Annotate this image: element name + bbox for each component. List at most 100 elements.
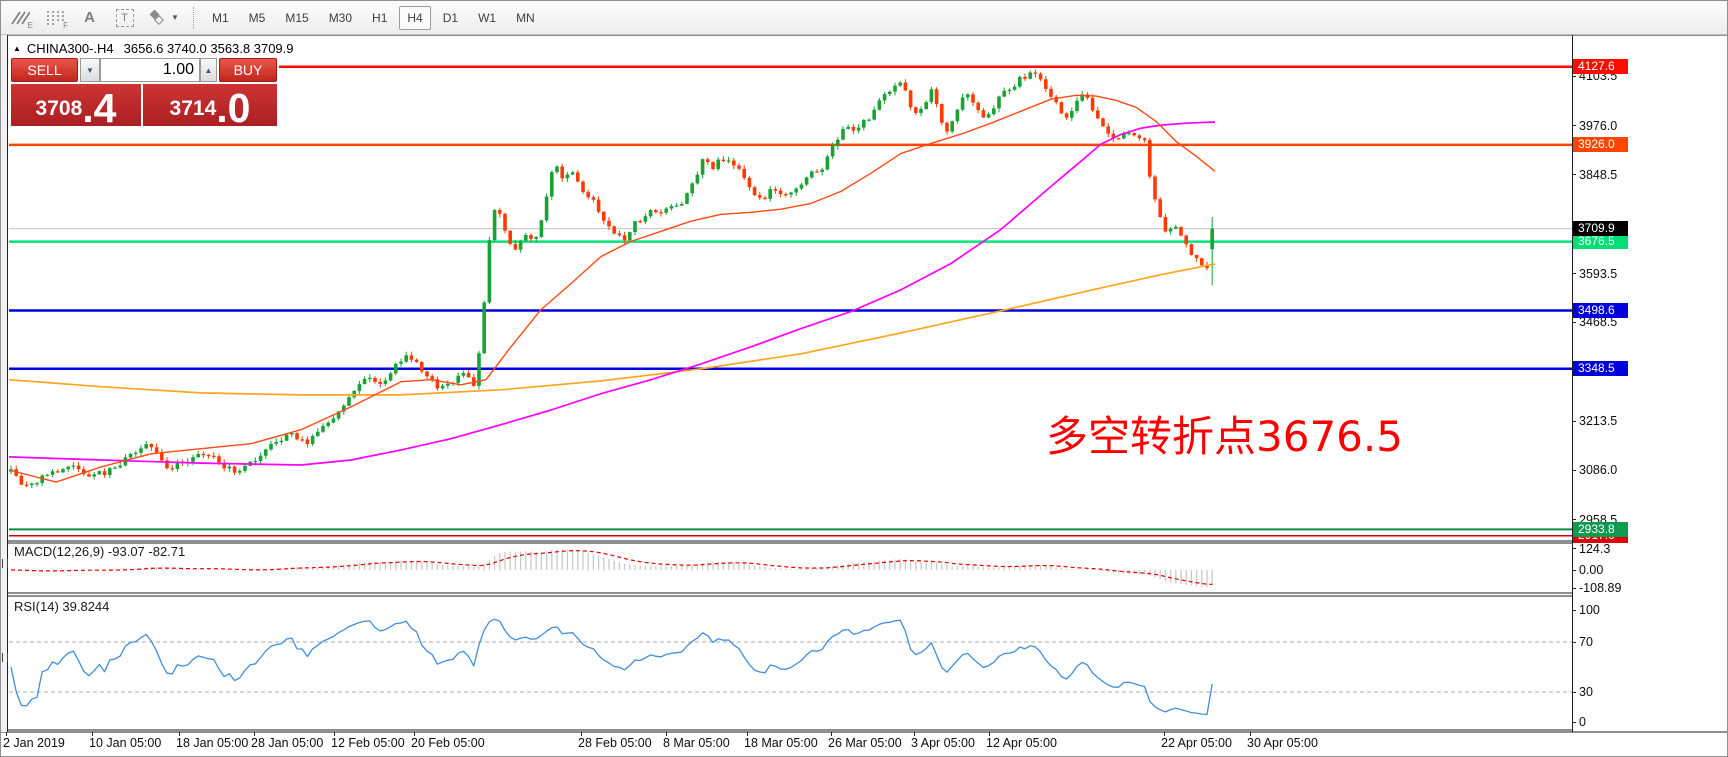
tool-sub-label: E (27, 20, 33, 30)
timeframe-button-w1[interactable]: W1 (478, 10, 497, 25)
time-axis-tick (334, 732, 335, 736)
time-axis-label: 18 Mar 05:00 (744, 736, 818, 750)
time-axis-label: 12 Feb 05:00 (331, 736, 405, 750)
ohlc-values: 3656.6 3740.0 3563.8 3709.9 (123, 41, 294, 56)
rsi-axis-tick (1572, 609, 1576, 611)
price-level-badge: 3926.0 (1573, 137, 1628, 153)
left-window-border (1, 35, 8, 732)
sell-price-fraction: .4 (82, 85, 117, 132)
macd-axis-label: -108.89 (1579, 581, 1622, 596)
timeframe-button-h4[interactable]: H4 (399, 5, 431, 30)
macd-axis-label: 124.3 (1579, 541, 1611, 556)
rsi-axis-label: 30 (1579, 685, 1593, 699)
tool-sub-label: F (63, 20, 68, 30)
timeframe-button-m15[interactable]: M15 (285, 10, 309, 25)
time-axis-tick (581, 732, 582, 736)
rsi-axis-tick (1572, 691, 1576, 693)
rsi-axis-label: 100 (1579, 603, 1600, 617)
rsi-axis-tick (1572, 641, 1576, 643)
triangle-marker-icon: ▲ (13, 44, 21, 53)
time-axis-label: 22 Apr 05:00 (1161, 736, 1232, 750)
macd-axis-tick (1572, 548, 1576, 550)
time-axis-tick (831, 732, 832, 736)
price-axis-tick (1572, 469, 1576, 471)
fibonacci-grid-icon[interactable]: F (38, 5, 71, 31)
time-axis-tick (747, 732, 748, 736)
price-axis-tick (1572, 519, 1576, 521)
buy-price-main: 3714 (169, 97, 217, 120)
ma-fast-line (8, 94, 1216, 483)
price-axis-tick (1572, 174, 1576, 176)
time-axis-tick (1164, 732, 1165, 736)
time-axis-tick (179, 732, 180, 736)
candlesticks (9, 69, 1214, 489)
macd-label: MACD(12,26,9) -93.07 -82.71 (14, 544, 186, 559)
time-axis-label: 28 Jan 05:00 (251, 736, 324, 750)
price-level-badge: 4127.6 (1573, 59, 1628, 75)
volume-decrement-button[interactable]: ▼ (80, 58, 100, 82)
ma-mid-line (8, 121, 1216, 466)
time-axis-label: 12 Apr 05:00 (986, 736, 1057, 750)
price-level-badge: 3348.5 (1573, 361, 1628, 377)
timeframe-button-m1[interactable]: M1 (212, 10, 229, 25)
time-axis-tick (414, 732, 415, 736)
time-axis-tick (1250, 732, 1251, 736)
timeframe-button-d1[interactable]: D1 (442, 10, 459, 25)
timeframe-group: M1 M5 M15 M30 H1 H4 D1 W1 MN (202, 5, 545, 30)
volume-increment-button[interactable]: ▲ (200, 58, 217, 82)
price-level-badge: 2933.8 (1573, 521, 1628, 537)
text-label-tool-icon[interactable]: T (108, 5, 141, 31)
rsi-line (10, 618, 1213, 716)
time-axis-label: 30 Apr 05:00 (1247, 736, 1318, 750)
time-axis-label: 18 Jan 05:00 (176, 736, 249, 750)
time-axis-label: 10 Jan 05:00 (89, 736, 162, 750)
time-axis-label: 28 Feb 05:00 (578, 736, 652, 750)
macd-signal-line (11, 549, 1213, 585)
current-price-badge: 3709.9 (1573, 221, 1628, 237)
timeframe-button-mn[interactable]: MN (516, 10, 535, 25)
price-axis-label: 3086.0 (1579, 463, 1618, 478)
price-axis-label: 3468.5 (1579, 315, 1618, 330)
time-axis-tick (6, 732, 7, 736)
rsi-axis-label: 70 (1579, 635, 1593, 649)
pane-resize-grip[interactable] (2, 653, 8, 662)
timeframe-button-m30[interactable]: M30 (328, 10, 353, 25)
volume-input[interactable] (100, 58, 200, 82)
buy-price-box[interactable]: 3714 .0 (143, 84, 277, 129)
price-axis-label: 3213.5 (1579, 414, 1618, 429)
price-level-badge: 3498.6 (1573, 303, 1628, 319)
sell-price-box[interactable]: 3708 .4 (11, 84, 141, 132)
macd-axis-label: 0.00 (1579, 563, 1604, 577)
timeframe-button-m5[interactable]: M5 (248, 10, 266, 25)
price-axis-tick (1572, 273, 1576, 275)
price-axis-tick (1572, 420, 1576, 422)
text-tool-icon[interactable]: A (84, 9, 95, 26)
price-axis-tick (1572, 321, 1576, 323)
price-axis-tick (1572, 75, 1576, 77)
symbol-title: CHINA300-,H4 (26, 41, 114, 56)
sell-price-main: 3708 (35, 97, 83, 120)
time-axis-tick (666, 732, 667, 736)
price-axis-label: 3593.5 (1579, 266, 1618, 281)
time-axis-label: 2 Jan 2019 (3, 736, 65, 750)
time-axis-label: 3 Apr 05:00 (911, 736, 975, 750)
price-axis-label: 3976.0 (1579, 118, 1618, 133)
channel-lines-icon[interactable]: E (3, 5, 36, 31)
time-axis-tick (989, 732, 990, 736)
timeframe-button-h1[interactable]: H1 (372, 10, 388, 25)
chart-text-annotation: 多空转折点3676.5 (1046, 412, 1403, 461)
price-level-badge: 3676.5 (1573, 234, 1628, 250)
macd-axis-tick (1572, 587, 1576, 589)
time-axis-tick (254, 732, 255, 736)
price-axis-label: 3848.5 (1579, 167, 1618, 182)
time-axis-label: 26 Mar 05:00 (828, 736, 902, 750)
sell-button[interactable]: SELL (11, 58, 78, 82)
price-axis-tick (1572, 125, 1576, 127)
time-axis-tick (92, 732, 93, 736)
chart-window-title: ▲ CHINA300-,H4 3656.6 3740.0 3563.8 3709… (13, 41, 294, 56)
buy-button[interactable]: BUY (219, 58, 277, 82)
toolbar: E F A T ▼ M1 M5 M15 M30 H1 H4 D1 W1 MN (1, 1, 1727, 35)
pane-resize-grip[interactable] (2, 559, 8, 568)
arrows-shapes-icon[interactable]: ▼ (143, 5, 183, 31)
